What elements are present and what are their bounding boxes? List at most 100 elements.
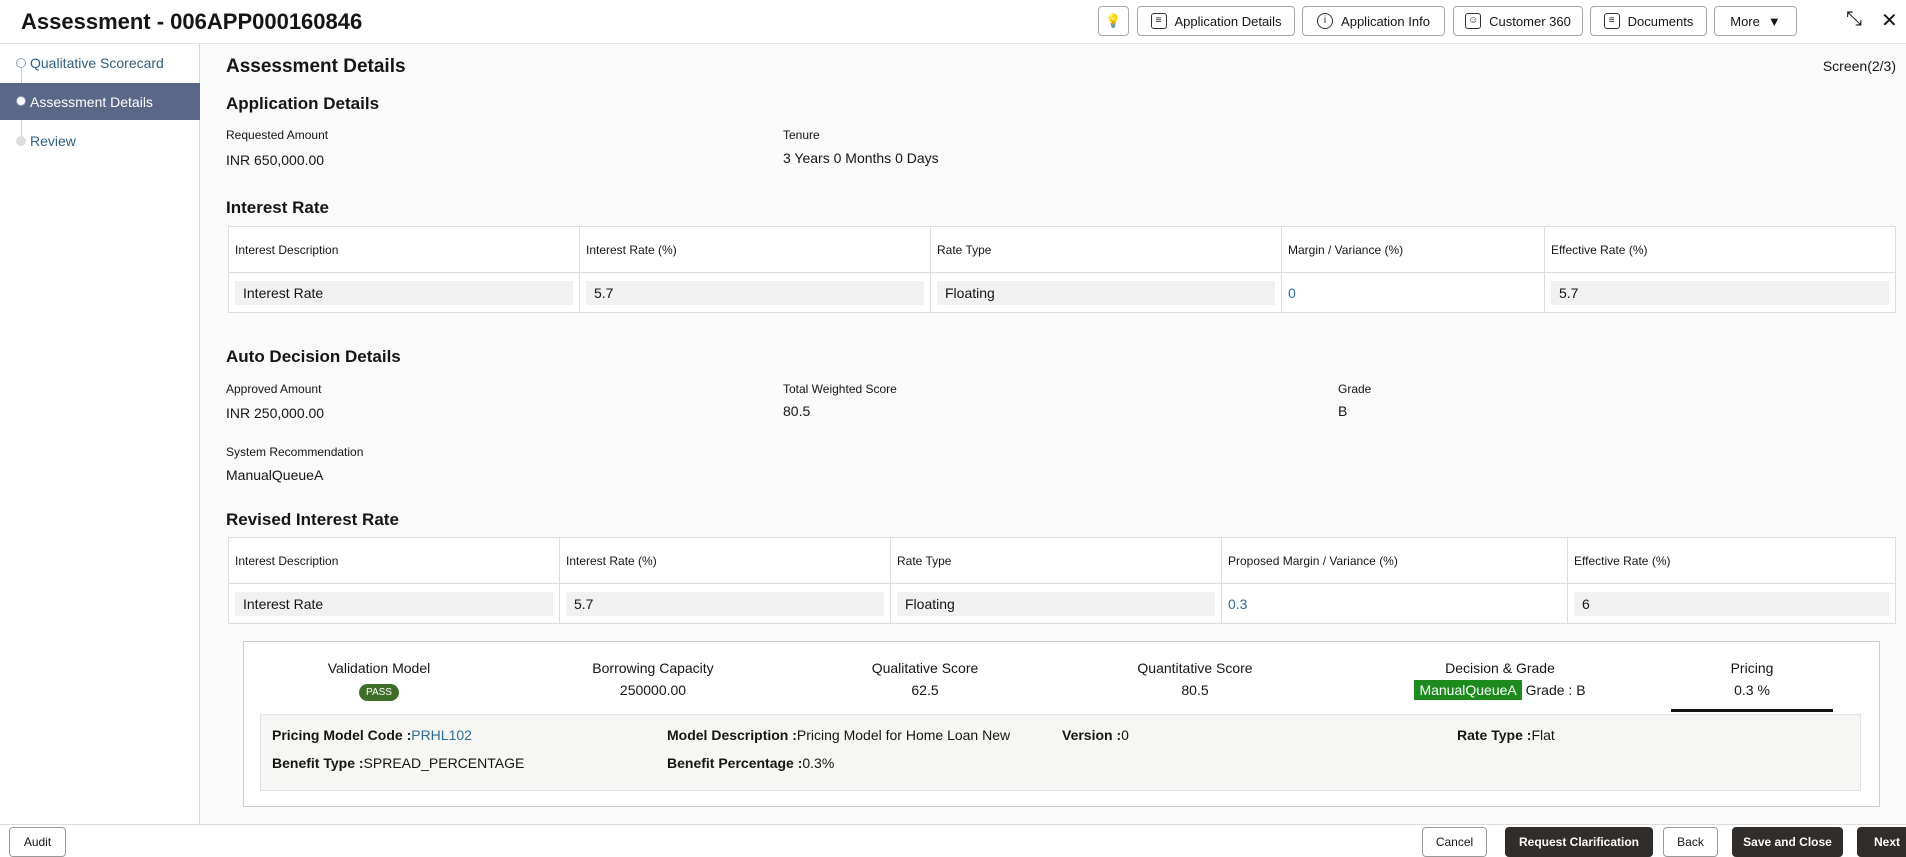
step-dot-icon — [16, 96, 26, 106]
grade-value: Grade : B — [1525, 682, 1586, 698]
total-weighted-score-value: 80.5 — [783, 403, 811, 419]
table-header: Interest Description Interest Rate (%) R… — [228, 537, 1896, 584]
table-header: Interest Description Interest Rate (%) R… — [228, 226, 1896, 273]
audit-button[interactable]: Audit — [9, 827, 66, 857]
label: Rate Type : — [1457, 727, 1532, 743]
application-details-heading: Application Details — [226, 94, 380, 113]
sidebar-item-label: Qualitative Scorecard — [30, 54, 164, 71]
version: Version :0 — [1062, 727, 1129, 743]
table-row: Interest Rate 5.7 Floating 0.3 6 — [228, 583, 1896, 624]
sidebar-item-assessment-details[interactable]: Assessment Details — [0, 83, 200, 120]
document-icon: ≡ — [1603, 13, 1620, 29]
pricing-model-code: Pricing Model Code :PRHL102 — [272, 727, 472, 743]
value: 250000.00 — [619, 682, 687, 698]
screen-indicator: Screen(2/3) — [1822, 58, 1896, 74]
approved-amount-value: INR 250,000.00 — [226, 405, 325, 421]
button-label: Application Details — [1174, 13, 1282, 29]
benefit-percentage: Benefit Percentage :0.3% — [667, 755, 834, 771]
proposed-margin-link[interactable]: 0.3 — [1228, 595, 1248, 612]
request-clarification-button[interactable]: Request Clarification — [1505, 827, 1653, 857]
interest-rate-field: 5.7 — [566, 591, 884, 616]
interest-description-field: Interest Rate — [235, 280, 573, 305]
column-header: Interest Rate (%) — [559, 537, 891, 584]
decision-badge: ManualQueueA — [1414, 680, 1522, 700]
interest-rate-field: 5.7 — [586, 280, 924, 305]
revised-interest-table: Interest Description Interest Rate (%) R… — [228, 537, 1896, 624]
check-circle-icon — [16, 58, 26, 68]
value: Flat — [1531, 727, 1555, 743]
collapse-icon[interactable]: ⤡ — [1846, 8, 1862, 30]
label: Model Description : — [667, 727, 797, 743]
sidebar-item-label: Review — [30, 132, 76, 149]
label: Decision & Grade — [1445, 660, 1555, 676]
approved-amount-label: Approved Amount — [226, 382, 322, 396]
column-header: Effective Rate (%) — [1567, 537, 1896, 584]
decision-grade: Decision & Grade ManualQueueA Grade : B — [1380, 660, 1620, 700]
interest-description-field: Interest Rate — [235, 591, 553, 616]
interest-rate-heading: Interest Rate — [226, 198, 329, 217]
tenure-label: Tenure — [783, 128, 820, 142]
quantitative-score: Quantitative Score 80.5 — [1075, 660, 1315, 698]
footer: Audit Cancel Request Clarification Back … — [0, 824, 1906, 857]
customer-360-button[interactable]: ☺ Customer 360 — [1453, 6, 1583, 36]
total-weighted-score-label: Total Weighted Score — [783, 382, 897, 396]
button-label: Customer 360 — [1489, 13, 1571, 29]
table-row: Interest Rate 5.7 Floating 0 5.7 — [228, 272, 1896, 313]
column-header: Interest Description — [228, 537, 560, 584]
sidebar-item-qualitative-scorecard[interactable]: Qualitative Scorecard — [0, 44, 200, 81]
qualitative-score: Qualitative Score 62.5 — [805, 660, 1045, 698]
document-icon: ≡ — [1150, 13, 1167, 29]
application-details-button[interactable]: ≡ Application Details — [1137, 6, 1295, 36]
requested-amount-value: INR 650,000.00 — [226, 152, 325, 168]
pricing-tab[interactable]: Pricing 0.3 % — [1671, 660, 1833, 712]
section-title: Assessment Details — [226, 56, 406, 77]
lightbulb-icon: 💡 — [1105, 13, 1122, 28]
more-button[interactable]: More ▼ — [1714, 6, 1797, 36]
close-icon[interactable]: ✕ — [1881, 10, 1898, 32]
auto-decision-heading: Auto Decision Details — [226, 347, 401, 366]
system-recommendation-value: ManualQueueA — [226, 467, 324, 483]
label: Pricing Model Code : — [272, 727, 412, 743]
documents-button[interactable]: ≡ Documents — [1590, 6, 1707, 36]
pricing-model-panel: Pricing Model Code :PRHL102 Model Descri… — [260, 714, 1861, 791]
value: SPREAD_PERCENTAGE — [363, 755, 525, 771]
column-header: Rate Type — [930, 226, 1282, 273]
label: Borrowing Capacity — [592, 660, 714, 676]
label: Validation Model — [327, 660, 431, 676]
column-header: Interest Description — [228, 226, 580, 273]
back-button[interactable]: Back — [1663, 827, 1718, 857]
margin-variance-link[interactable]: 0 — [1288, 284, 1296, 301]
value: 62.5 — [911, 682, 939, 698]
button-label: More — [1730, 13, 1760, 29]
pass-badge: PASS — [359, 684, 399, 701]
sidebar-item-label: Assessment Details — [30, 93, 153, 110]
value: 80.5 — [1181, 682, 1209, 698]
label: Qualitative Score — [871, 660, 979, 676]
pricing-model-code-link[interactable]: PRHL102 — [411, 727, 472, 743]
label: Pricing — [1730, 660, 1774, 676]
cancel-button[interactable]: Cancel — [1422, 827, 1487, 857]
column-header: Effective Rate (%) — [1544, 226, 1896, 273]
next-button[interactable]: Next — [1857, 827, 1906, 857]
rate-type-field: Floating — [937, 280, 1275, 305]
model-description: Model Description :Pricing Model for Hom… — [667, 727, 1010, 743]
save-and-close-button[interactable]: Save and Close — [1732, 827, 1843, 857]
button-label: Application Info — [1341, 13, 1430, 29]
label: Benefit Type : — [272, 755, 364, 771]
help-button[interactable]: 💡 — [1098, 6, 1129, 36]
borrowing-capacity: Borrowing Capacity 250000.00 — [533, 660, 773, 698]
label: Version : — [1062, 727, 1122, 743]
value: 0.3% — [802, 755, 835, 771]
button-label: Documents — [1627, 13, 1694, 29]
value: 0.3 % — [1734, 682, 1770, 698]
column-header: Interest Rate (%) — [579, 226, 931, 273]
interest-rate-table: Interest Description Interest Rate (%) R… — [228, 226, 1896, 313]
application-info-button[interactable]: i Application Info — [1302, 6, 1445, 36]
decision-summary-card: Validation Model PASS Borrowing Capacity 2… — [243, 641, 1880, 807]
revised-interest-heading: Revised Interest Rate — [226, 510, 399, 529]
effective-rate-field: 6 — [1574, 591, 1889, 616]
value: 0 — [1121, 727, 1129, 743]
column-header: Margin / Variance (%) — [1281, 226, 1545, 273]
step-dot-icon — [16, 136, 26, 146]
sidebar-item-review[interactable]: Review — [0, 122, 200, 159]
